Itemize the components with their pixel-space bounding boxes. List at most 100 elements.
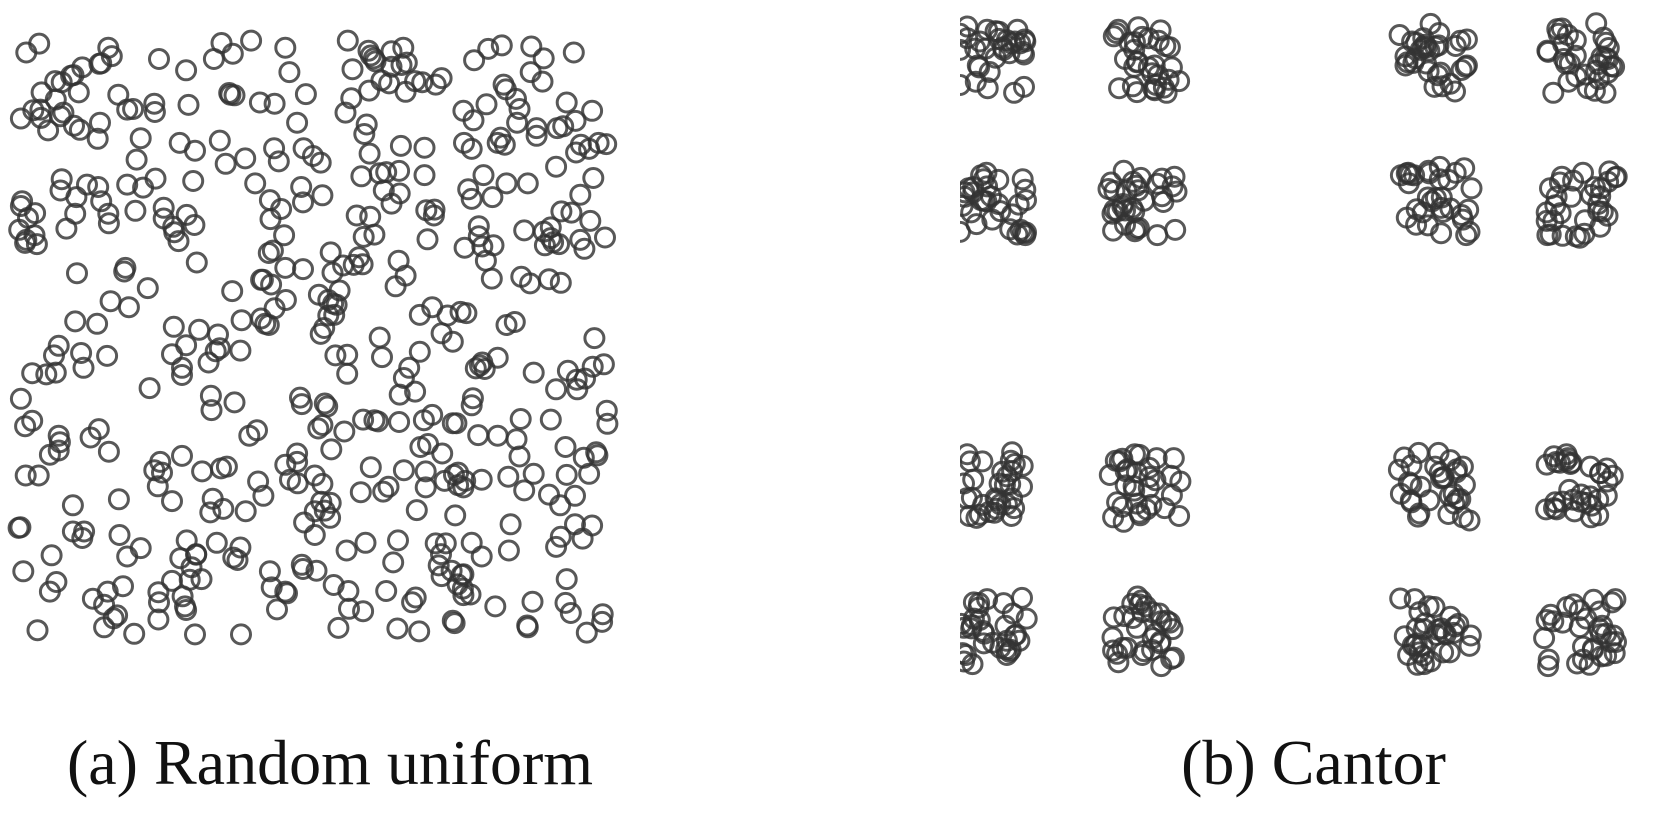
- random-uniform-point: [335, 539, 358, 562]
- random-uniform-point: [9, 387, 32, 410]
- random-uniform-point: [320, 438, 343, 461]
- random-uniform-point: [143, 101, 166, 123]
- random-uniform-point: [463, 49, 486, 72]
- cantor-point: [974, 37, 997, 60]
- random-uniform-point: [372, 480, 395, 503]
- random-uniform-point: [44, 361, 67, 384]
- cantor-point: [961, 653, 984, 676]
- random-uniform-point: [210, 457, 232, 480]
- random-uniform-point: [292, 558, 314, 580]
- random-uniform-point: [29, 98, 52, 121]
- random-uniform-point: [573, 237, 596, 260]
- random-uniform-point: [266, 598, 288, 621]
- random-uniform-point: [497, 465, 520, 488]
- random-uniform-point: [440, 559, 463, 582]
- cantor-point: [1098, 464, 1121, 486]
- random-uniform-point: [151, 461, 173, 484]
- random-uniform-point: [353, 123, 376, 145]
- random-uniform-point: [35, 363, 58, 386]
- cantor-point: [1597, 37, 1620, 59]
- cantor-point: [962, 468, 985, 491]
- cantor-point: [1550, 165, 1573, 188]
- random-uniform-point: [286, 450, 309, 473]
- cantor-point: [1417, 159, 1440, 182]
- cantor-point: [989, 493, 1012, 516]
- random-uniform-point: [387, 249, 410, 272]
- cantor-point: [1601, 591, 1624, 614]
- random-uniform-point: [388, 383, 411, 406]
- cantor-point: [1112, 193, 1134, 215]
- cantor-point: [1012, 221, 1035, 244]
- random-uniform-point: [11, 190, 34, 213]
- random-uniform-point: [513, 479, 536, 502]
- cantor-point: [1454, 55, 1477, 78]
- cantor-point: [984, 487, 1007, 510]
- random-uniform-point: [430, 543, 452, 566]
- cantor-point: [1389, 587, 1412, 610]
- random-uniform-point: [230, 623, 252, 646]
- cantor-point: [1537, 655, 1560, 678]
- random-uniform-point: [147, 581, 170, 604]
- random-uniform-point: [86, 127, 109, 150]
- cantor-point: [1144, 622, 1167, 645]
- random-uniform-point: [162, 215, 185, 238]
- random-uniform-point: [292, 258, 314, 281]
- cantor-point: [1605, 165, 1628, 188]
- random-uniform-point: [470, 545, 493, 568]
- random-uniform-point: [342, 253, 365, 276]
- random-uniform-point: [175, 59, 198, 82]
- cantor-point: [1102, 219, 1125, 242]
- cantor-point: [1455, 28, 1478, 51]
- random-uniform-point: [482, 234, 505, 257]
- random-uniform-point: [564, 109, 587, 132]
- random-uniform-point: [513, 219, 536, 242]
- random-uniform-point: [525, 124, 548, 147]
- cantor-point: [1562, 593, 1585, 616]
- random-uniform-point: [14, 231, 37, 254]
- cantor-point: [1564, 29, 1587, 52]
- cantor-point: [1581, 637, 1604, 660]
- random-uniform-point: [554, 436, 577, 458]
- cantor-point: [1535, 609, 1558, 631]
- random-uniform-point: [415, 199, 438, 222]
- random-uniform-point: [161, 569, 183, 592]
- cantor-point: [995, 638, 1018, 661]
- cantor-point: [960, 443, 979, 466]
- scatter-panel-cantor: [960, 0, 1667, 700]
- random-uniform-point: [167, 230, 190, 253]
- random-uniform-point: [522, 361, 545, 384]
- cantor-point: [1579, 485, 1602, 508]
- random-uniform-point: [278, 61, 301, 84]
- random-uniform-point: [9, 516, 32, 539]
- cantor-point: [1426, 618, 1449, 641]
- cantor-point: [1576, 77, 1599, 100]
- cantor-point: [1575, 607, 1598, 630]
- cantor-point: [1130, 589, 1153, 612]
- random-uniform-point: [441, 330, 464, 353]
- random-uniform-point: [443, 612, 466, 635]
- random-uniform-point: [550, 200, 573, 223]
- cantor-point: [1102, 506, 1125, 529]
- random-uniform-point: [207, 323, 229, 346]
- random-uniform-point: [79, 426, 102, 449]
- cantor-point: [1131, 25, 1154, 48]
- random-uniform-point: [505, 428, 528, 451]
- cantor-point: [972, 620, 995, 642]
- random-uniform-point: [168, 131, 191, 154]
- random-uniform-point: [453, 236, 476, 259]
- random-uniform-point: [555, 463, 578, 486]
- random-uniform-point: [50, 168, 73, 191]
- cantor-point: [1138, 456, 1161, 479]
- random-uniform-point: [470, 468, 493, 491]
- random-uniform-point: [303, 464, 326, 487]
- random-uniform-point: [199, 384, 222, 407]
- cantor-point: [960, 74, 971, 96]
- random-uniform-point: [592, 353, 615, 376]
- random-uniform-point: [252, 484, 275, 507]
- random-uniform-point: [352, 408, 375, 431]
- random-uniform-point: [317, 289, 340, 311]
- cantor-point: [1106, 642, 1129, 665]
- random-uniform-point: [460, 531, 483, 554]
- random-uniform-point: [481, 186, 504, 209]
- random-uniform-point: [441, 412, 464, 435]
